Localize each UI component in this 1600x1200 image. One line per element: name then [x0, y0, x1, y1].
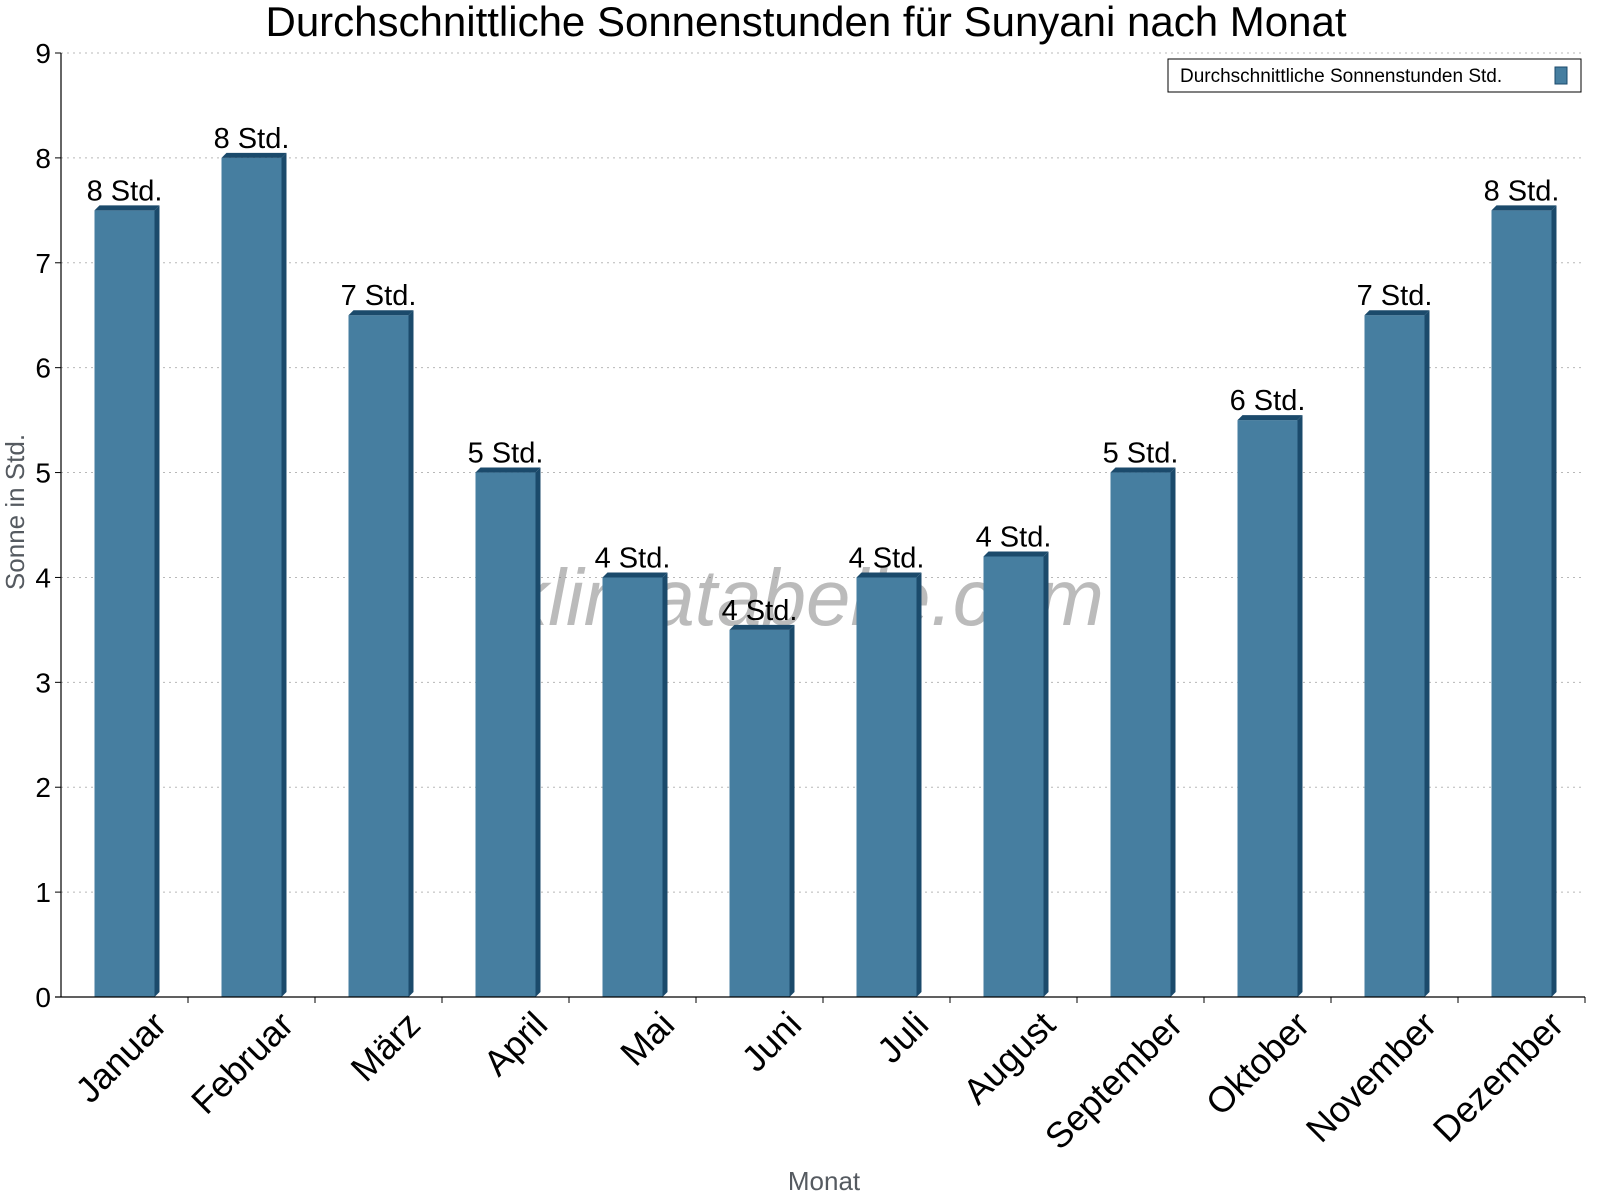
- bar-top: [1491, 205, 1557, 211]
- x-tick-label: März: [343, 1004, 429, 1090]
- bar-top: [1237, 415, 1303, 421]
- bar: [983, 551, 1049, 997]
- bar-face: [1237, 420, 1298, 998]
- grid-lines: [61, 52, 1585, 893]
- x-tick-label: Mai: [612, 1004, 682, 1074]
- bar-face: [94, 210, 155, 998]
- bar-side: [916, 572, 922, 997]
- bar-top: [856, 572, 922, 578]
- x-tick-label: September: [1037, 1004, 1191, 1158]
- x-tick-label: Januar: [67, 1004, 174, 1111]
- bar-face: [221, 157, 282, 997]
- bar-face: [1491, 210, 1552, 998]
- data-label: 8 Std.: [87, 175, 163, 207]
- legend: Durchschnittliche Sonnenstunden Std.: [1167, 58, 1582, 93]
- bar: [1110, 467, 1176, 997]
- x-tick-label: Oktober: [1198, 1004, 1318, 1124]
- x-tick-label: Juni: [733, 1004, 809, 1080]
- data-label: 4 Std.: [722, 595, 798, 627]
- data-label: 8 Std.: [1484, 175, 1560, 207]
- bar-face: [1364, 315, 1425, 997]
- data-label: 6 Std.: [1230, 385, 1306, 417]
- x-axis-label: Monat: [788, 1166, 861, 1196]
- legend-swatch: [1554, 66, 1568, 85]
- bar-side: [662, 572, 668, 997]
- bar: [1237, 415, 1303, 998]
- axes: [55, 52, 1586, 1003]
- data-label: 4 Std.: [849, 542, 925, 574]
- bar: [1491, 205, 1557, 998]
- bar-top: [1364, 310, 1430, 316]
- y-tick-label: 9: [35, 38, 51, 69]
- x-tick-label: August: [955, 1004, 1063, 1112]
- bar-side: [535, 467, 541, 997]
- y-tick-label: 3: [35, 667, 51, 698]
- data-labels: 8 Std. 8 Std. 7 Std. 5 Std. 4 Std. 4 Std. 4 St…: [87, 123, 1560, 627]
- bar-face: [348, 315, 409, 997]
- y-tick-label: 7: [35, 248, 51, 279]
- bar: [348, 310, 414, 997]
- bar-top: [348, 310, 414, 316]
- bar: [475, 467, 541, 997]
- bar-top: [475, 467, 541, 473]
- bar-side: [408, 310, 414, 997]
- y-tick-label: 2: [35, 772, 51, 803]
- bar-face: [602, 577, 663, 997]
- y-tick-label: 6: [35, 353, 51, 384]
- y-tick-label: 0: [35, 982, 51, 1013]
- bar: [729, 624, 795, 997]
- bar: [1364, 310, 1430, 997]
- bar-side: [1424, 310, 1430, 997]
- bar-top: [983, 551, 1049, 557]
- bar-side: [1170, 467, 1176, 997]
- data-label: 5 Std.: [1103, 438, 1179, 470]
- y-tick-label: 8: [35, 143, 51, 174]
- x-tick-label: April: [475, 1004, 555, 1084]
- bar-top: [221, 152, 287, 158]
- y-tick-label: 4: [35, 562, 51, 593]
- bar: [602, 572, 668, 997]
- data-label: 4 Std.: [976, 521, 1052, 553]
- bar-face: [729, 629, 790, 997]
- data-label: 8 Std.: [214, 123, 290, 155]
- bar-face: [475, 472, 536, 997]
- y-axis-label: Sonne in Std.: [0, 434, 30, 590]
- data-label: 7 Std.: [1357, 280, 1433, 312]
- bar-face: [856, 577, 917, 997]
- bar: [856, 572, 922, 997]
- legend-box: [1167, 58, 1582, 93]
- x-tick-label: Dezember: [1425, 1004, 1571, 1150]
- legend-label: Durchschnittliche Sonnenstunden Std.: [1180, 66, 1502, 87]
- y-tick-labels: 0 1 2 3 4 5 6 7 8 9: [35, 38, 51, 1013]
- bar-top: [602, 572, 668, 578]
- bar: [94, 205, 160, 998]
- data-label: 5 Std.: [468, 438, 544, 470]
- x-tick-label: November: [1298, 1004, 1444, 1150]
- bar-side: [154, 205, 160, 998]
- x-tick-label: Februar: [183, 1004, 301, 1122]
- bar-group: [94, 152, 1557, 998]
- bar-face: [983, 556, 1044, 997]
- data-label: 4 Std.: [595, 542, 671, 574]
- y-tick-label: 1: [35, 877, 51, 908]
- data-label: 7 Std.: [341, 280, 417, 312]
- chart-title: Durchschnittliche Sonnenstunden für Suny…: [265, 0, 1346, 45]
- y-tick-label: 5: [35, 458, 51, 489]
- bar-side: [789, 624, 795, 997]
- x-tick-label: Juli: [869, 1004, 936, 1071]
- bar-side: [1043, 551, 1049, 997]
- bar-side: [1551, 205, 1557, 998]
- bar-top: [1110, 467, 1176, 473]
- bar-side: [281, 152, 287, 997]
- bar-side: [1297, 415, 1303, 998]
- bar-top: [94, 205, 160, 211]
- bar-face: [1110, 472, 1171, 997]
- bar-top: [729, 624, 795, 630]
- x-tick-labels: Januar Februar März April Mai Juni Juli AugustS…: [67, 1004, 1571, 1158]
- bar: [221, 152, 287, 997]
